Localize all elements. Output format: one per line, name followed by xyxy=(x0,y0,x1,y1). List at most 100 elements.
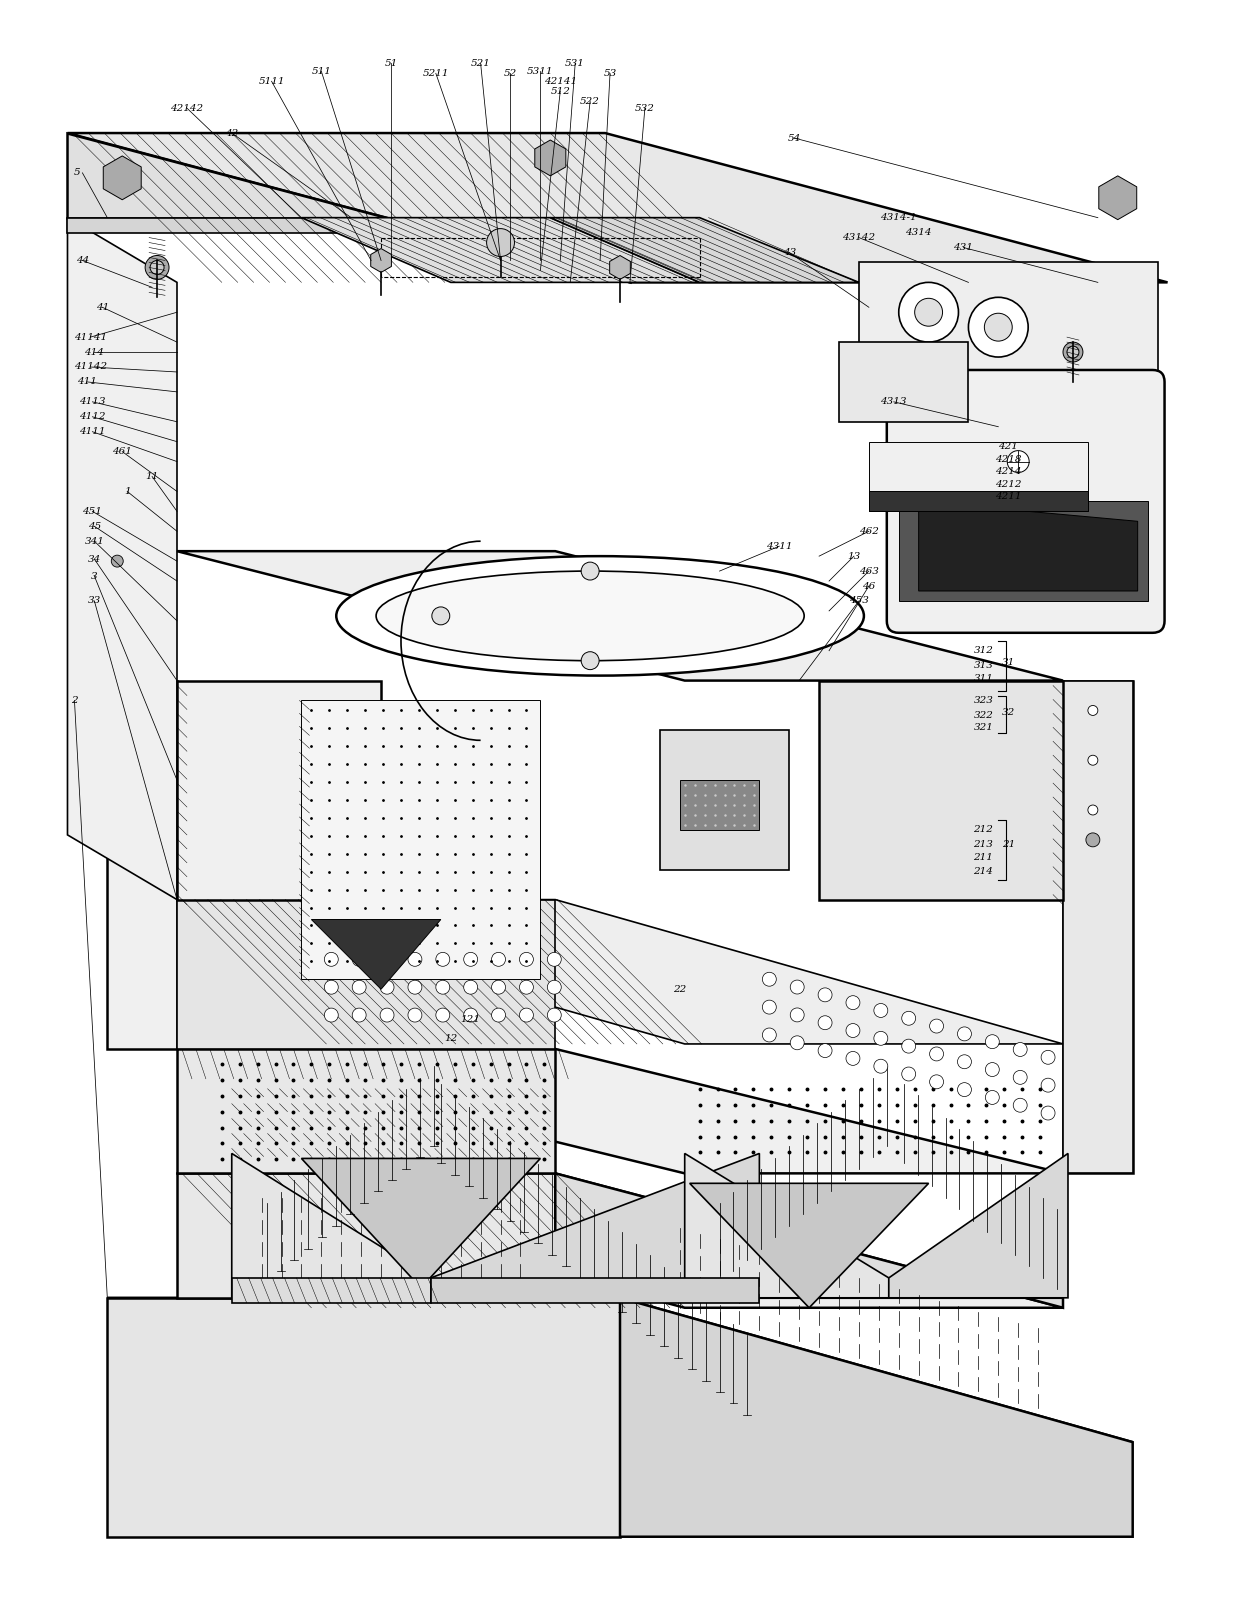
Circle shape xyxy=(818,1043,832,1058)
Text: 4211: 4211 xyxy=(994,492,1022,501)
Circle shape xyxy=(491,953,506,966)
Polygon shape xyxy=(311,920,440,990)
Text: 453: 453 xyxy=(849,596,869,606)
Polygon shape xyxy=(839,342,968,421)
Text: 4311: 4311 xyxy=(766,541,792,551)
Text: 4113: 4113 xyxy=(79,397,105,407)
Text: 511: 511 xyxy=(311,66,331,76)
Polygon shape xyxy=(177,1173,1063,1307)
Circle shape xyxy=(1087,805,1097,815)
Text: 431: 431 xyxy=(954,243,973,253)
Circle shape xyxy=(352,953,366,966)
Polygon shape xyxy=(899,501,1148,601)
Circle shape xyxy=(790,1008,805,1022)
Text: 414: 414 xyxy=(84,348,104,356)
Text: 42: 42 xyxy=(226,128,238,138)
Circle shape xyxy=(486,228,515,256)
Polygon shape xyxy=(177,899,556,1048)
Text: 32: 32 xyxy=(1002,708,1014,718)
Polygon shape xyxy=(859,262,1158,382)
Text: 4111: 4111 xyxy=(79,428,105,436)
Circle shape xyxy=(435,1008,450,1022)
Circle shape xyxy=(582,651,599,669)
Circle shape xyxy=(818,1016,832,1030)
Circle shape xyxy=(899,282,959,342)
Polygon shape xyxy=(177,680,381,899)
Circle shape xyxy=(915,298,942,326)
Ellipse shape xyxy=(336,556,864,676)
Circle shape xyxy=(464,953,477,966)
Text: 4112: 4112 xyxy=(79,411,105,421)
Polygon shape xyxy=(1099,177,1137,220)
Polygon shape xyxy=(67,133,630,282)
Text: 5211: 5211 xyxy=(423,68,449,78)
Circle shape xyxy=(874,1003,888,1017)
Circle shape xyxy=(1066,347,1079,358)
Text: 12: 12 xyxy=(444,1035,458,1043)
Text: 512: 512 xyxy=(551,87,570,96)
Circle shape xyxy=(325,980,339,995)
Circle shape xyxy=(846,1024,859,1037)
Polygon shape xyxy=(869,491,1087,512)
Circle shape xyxy=(957,1055,971,1069)
Circle shape xyxy=(874,1059,888,1072)
Polygon shape xyxy=(301,1158,541,1288)
Polygon shape xyxy=(177,899,1063,1043)
Text: 451: 451 xyxy=(82,507,103,515)
Text: 4313: 4313 xyxy=(880,397,906,407)
Polygon shape xyxy=(108,680,177,1048)
Circle shape xyxy=(986,1090,999,1105)
Circle shape xyxy=(1063,342,1083,361)
Polygon shape xyxy=(232,1153,430,1298)
Circle shape xyxy=(464,1008,477,1022)
Circle shape xyxy=(901,1068,915,1081)
Polygon shape xyxy=(889,1153,1068,1298)
Text: 214: 214 xyxy=(973,867,993,876)
Text: 121: 121 xyxy=(461,1014,481,1024)
Text: 11: 11 xyxy=(145,471,159,481)
Circle shape xyxy=(381,1008,394,1022)
Circle shape xyxy=(1042,1079,1055,1092)
Text: 4212: 4212 xyxy=(994,480,1022,489)
Polygon shape xyxy=(108,1298,1132,1442)
Polygon shape xyxy=(684,1153,889,1298)
Text: 5111: 5111 xyxy=(258,76,285,86)
Circle shape xyxy=(986,1063,999,1077)
Polygon shape xyxy=(820,680,1063,899)
Text: 1: 1 xyxy=(124,488,130,496)
Polygon shape xyxy=(660,731,789,870)
Circle shape xyxy=(520,953,533,966)
Text: 521: 521 xyxy=(471,58,491,68)
Circle shape xyxy=(1042,1050,1055,1064)
Circle shape xyxy=(352,1008,366,1022)
Circle shape xyxy=(150,261,164,274)
Circle shape xyxy=(547,1008,562,1022)
Text: 52: 52 xyxy=(503,68,517,78)
Circle shape xyxy=(818,988,832,1001)
Polygon shape xyxy=(1063,680,1132,1173)
Text: 212: 212 xyxy=(973,826,993,834)
Text: 42142: 42142 xyxy=(170,104,203,113)
Text: 54: 54 xyxy=(787,133,801,143)
FancyBboxPatch shape xyxy=(887,369,1164,633)
Circle shape xyxy=(1013,1043,1027,1056)
Circle shape xyxy=(408,980,422,995)
Circle shape xyxy=(381,980,394,995)
Text: 34: 34 xyxy=(88,554,100,564)
Circle shape xyxy=(491,980,506,995)
Text: 411: 411 xyxy=(77,377,97,387)
Polygon shape xyxy=(67,217,630,233)
Circle shape xyxy=(520,980,533,995)
Text: 44: 44 xyxy=(76,256,89,266)
Text: 4314-1: 4314-1 xyxy=(880,214,918,222)
Circle shape xyxy=(986,1035,999,1048)
Polygon shape xyxy=(610,256,630,279)
Polygon shape xyxy=(620,1298,1132,1537)
Polygon shape xyxy=(177,1048,1063,1173)
Polygon shape xyxy=(680,781,759,829)
Circle shape xyxy=(112,556,123,567)
Text: 4314: 4314 xyxy=(905,228,932,237)
Text: 42141: 42141 xyxy=(543,76,577,86)
Polygon shape xyxy=(689,1183,929,1307)
Circle shape xyxy=(408,1008,422,1022)
